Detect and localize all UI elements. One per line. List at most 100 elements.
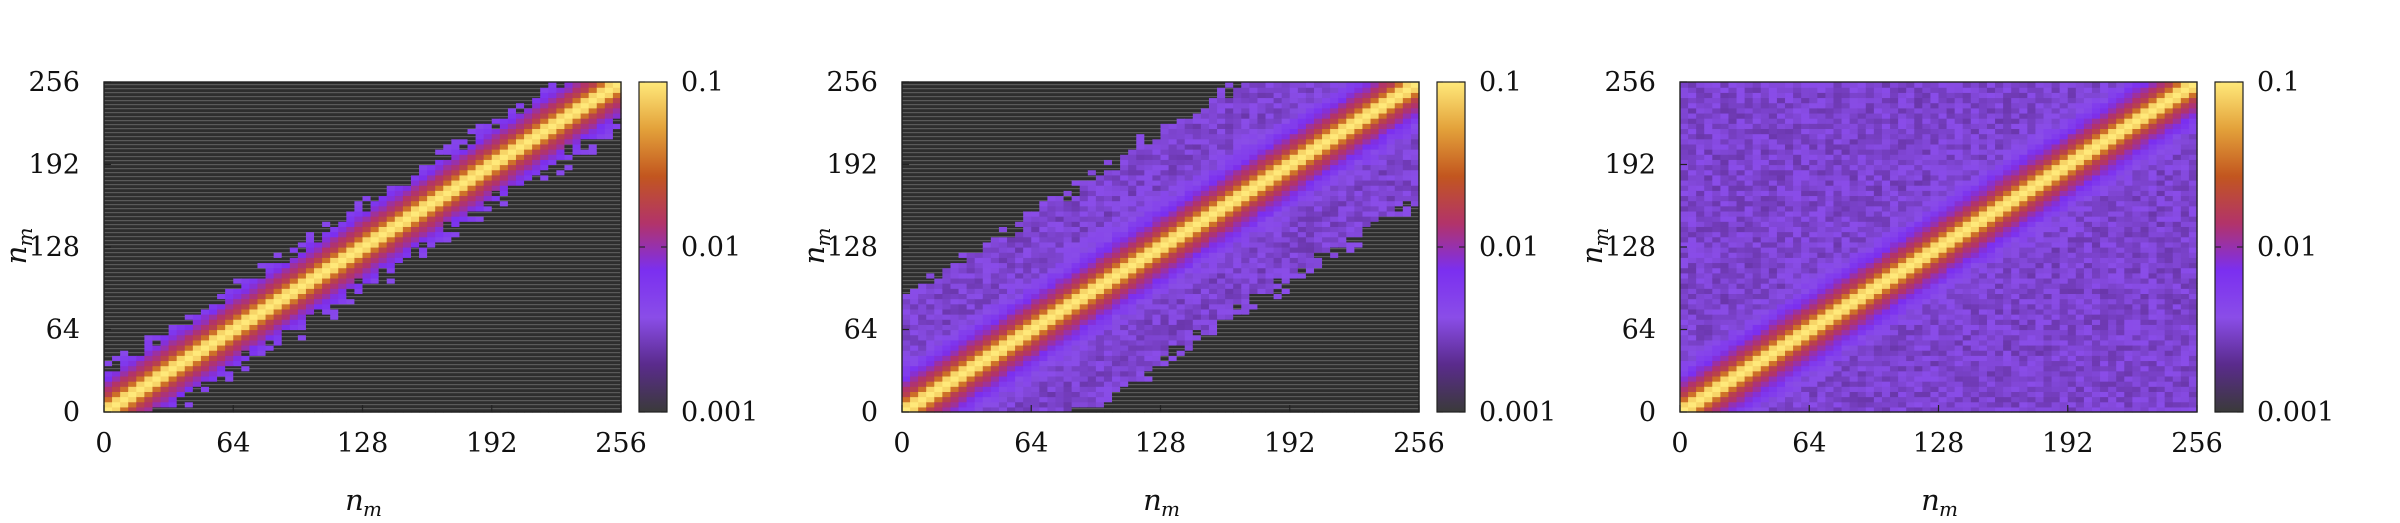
heatmap-cell [483, 241, 493, 248]
heatmap-cell [410, 272, 420, 279]
heatmap-cell [524, 314, 533, 320]
heatmap-cell [322, 200, 331, 207]
heatmap-cell [540, 370, 549, 377]
heatmap-cell [910, 185, 919, 191]
heatmap-cell [370, 375, 380, 382]
heatmap-cell [370, 82, 380, 88]
heatmap-cell [443, 174, 452, 181]
heatmap-cell [548, 190, 557, 197]
heatmap-cell [362, 381, 372, 387]
heatmap-cell [225, 252, 234, 258]
heatmap-cell [233, 288, 242, 295]
heatmap-cell [427, 92, 436, 99]
heatmap-cell [419, 154, 428, 160]
heatmap-cell [966, 164, 976, 171]
heatmap-cell [918, 169, 927, 176]
heatmap-cell [273, 226, 283, 233]
heatmap-cell [459, 205, 469, 212]
heatmap-cell [104, 154, 113, 160]
heatmap-cell [128, 314, 137, 320]
heatmap-cell [184, 396, 194, 403]
heatmap-cell [410, 236, 420, 243]
heatmap-cell [982, 138, 992, 145]
heatmap-cell [144, 190, 154, 197]
heatmap-cell [902, 82, 911, 88]
heatmap-cell [217, 370, 226, 377]
heatmap-cell [241, 308, 251, 315]
heatmap-cell [160, 221, 170, 227]
heatmap-cell [120, 298, 129, 305]
heatmap-cell [990, 236, 1000, 243]
heatmap-cell [184, 231, 194, 238]
heatmap-cell [144, 185, 154, 191]
heatmap-cell [958, 82, 968, 88]
heatmap-cell [346, 133, 356, 140]
heatmap-cell [297, 149, 307, 155]
heatmap-cell [112, 149, 121, 155]
heatmap-cell [209, 370, 218, 377]
heatmap-cell [281, 138, 291, 145]
heatmap-cell [942, 314, 952, 320]
heatmap-cell [998, 298, 1008, 305]
heatmap-cell [265, 293, 275, 300]
heatmap-cell [982, 97, 992, 104]
heatmap-cell [273, 350, 283, 356]
heatmap-cell [966, 303, 976, 310]
heatmap-cell [540, 154, 549, 160]
heatmap-cell [524, 308, 533, 315]
heatmap-cell [532, 365, 541, 372]
heatmap-cell [950, 118, 960, 124]
heatmap-cell [419, 370, 428, 377]
heatmap-cell [410, 149, 420, 155]
heatmap-cell [419, 112, 428, 119]
heatmap-cell [233, 262, 242, 269]
heatmap-cell [966, 401, 976, 408]
heatmap-cell [990, 308, 1000, 315]
heatmap-cell [144, 236, 154, 243]
heatmap-cell [225, 334, 234, 341]
heatmap-cell [958, 288, 968, 295]
heatmap-cell [362, 174, 372, 181]
heatmap-cell [322, 334, 331, 341]
heatmap-cell [346, 375, 356, 382]
heatmap-cell [184, 406, 194, 413]
heatmap-cell [515, 241, 525, 248]
heatmap-cell [394, 375, 404, 382]
heatmap-cell [217, 334, 226, 341]
heatmap-cell [120, 252, 129, 258]
heatmap-cell [233, 174, 242, 181]
heatmap-cell [540, 406, 549, 413]
heatmap-cell [136, 123, 145, 130]
heatmap-cell [176, 308, 186, 315]
heatmap-cell [338, 102, 347, 109]
heatmap-cell [958, 241, 968, 248]
heatmap-cell [257, 164, 267, 171]
heatmap-cell [540, 267, 549, 274]
heatmap-cell [467, 277, 477, 284]
heatmap-cell [354, 288, 364, 295]
heatmap-cell [104, 396, 113, 403]
heatmap-cell [459, 154, 469, 160]
heatmap-cell [410, 205, 420, 212]
heatmap-cell [120, 272, 129, 279]
heatmap-cell [362, 396, 372, 403]
heatmap-cell [394, 87, 404, 93]
heatmap-cell [128, 391, 137, 398]
heatmap-cell [918, 107, 927, 114]
heatmap-cell [532, 107, 541, 114]
heatmap-cell [241, 370, 251, 377]
heatmap-cell [402, 391, 412, 398]
heatmap-cell [281, 82, 291, 88]
heatmap-cell [950, 314, 960, 320]
heatmap-cell [192, 102, 202, 109]
heatmap-cell [402, 375, 412, 382]
heatmap-cell [241, 128, 251, 135]
heatmap-cell [998, 370, 1008, 377]
heatmap-cell [934, 298, 943, 305]
heatmap-cell [910, 396, 919, 403]
heatmap-cell [459, 324, 469, 331]
heatmap-cell [346, 381, 356, 387]
heatmap-cell [475, 92, 485, 99]
heatmap-cell [160, 164, 170, 171]
heatmap-cell [104, 252, 113, 258]
